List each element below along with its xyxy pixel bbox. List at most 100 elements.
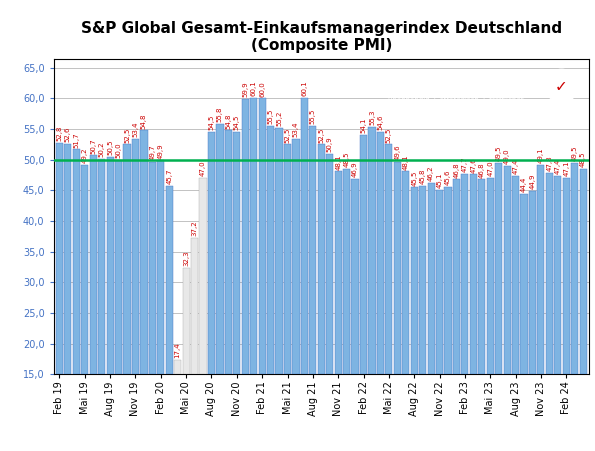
Bar — [377, 132, 384, 374]
Text: 55,2: 55,2 — [276, 110, 282, 126]
Text: 54,6: 54,6 — [377, 114, 383, 130]
Text: 52,8: 52,8 — [57, 125, 62, 141]
Bar — [157, 161, 164, 374]
Bar — [546, 173, 553, 374]
Bar — [461, 174, 468, 374]
Text: 37,2: 37,2 — [192, 221, 198, 236]
Text: 47,4: 47,4 — [512, 158, 519, 174]
Bar — [529, 191, 536, 374]
Bar — [301, 98, 308, 374]
Text: 54,8: 54,8 — [226, 113, 231, 129]
Bar — [140, 130, 148, 374]
Bar — [217, 124, 224, 374]
Bar — [174, 359, 181, 374]
Text: 48,5: 48,5 — [344, 152, 350, 167]
Bar — [250, 98, 257, 374]
Text: 51,7: 51,7 — [73, 132, 79, 147]
Bar — [394, 162, 401, 374]
Text: 50,2: 50,2 — [99, 141, 105, 156]
Text: 54,8: 54,8 — [141, 113, 147, 129]
Bar — [259, 98, 266, 374]
Text: 49,9: 49,9 — [158, 143, 164, 159]
Bar — [537, 166, 544, 374]
Text: 47,6: 47,6 — [470, 157, 477, 173]
Bar — [81, 165, 89, 374]
Bar — [554, 176, 562, 374]
Text: 50,5: 50,5 — [107, 139, 113, 155]
Bar — [233, 132, 240, 374]
Bar — [326, 154, 333, 374]
Text: 50,9: 50,9 — [327, 137, 333, 152]
Text: 44,9: 44,9 — [530, 174, 536, 189]
Bar — [512, 176, 519, 374]
Text: 55,5: 55,5 — [310, 109, 316, 124]
Text: 50,7: 50,7 — [90, 138, 96, 154]
Bar — [352, 179, 359, 374]
Text: 47,0: 47,0 — [200, 161, 206, 176]
Text: 47,4: 47,4 — [555, 158, 561, 174]
Bar — [436, 190, 443, 374]
Text: 47,8: 47,8 — [546, 156, 552, 171]
Text: 45,6: 45,6 — [445, 170, 451, 185]
Bar — [98, 159, 105, 374]
Bar — [580, 169, 587, 374]
Text: 49,0: 49,0 — [504, 148, 510, 164]
Text: 49,2: 49,2 — [82, 147, 88, 163]
Bar — [368, 127, 375, 374]
Text: 52,5: 52,5 — [386, 127, 392, 143]
Bar — [123, 144, 131, 374]
Text: stockstreet.de: stockstreet.de — [389, 73, 497, 86]
Text: 54,5: 54,5 — [234, 115, 240, 130]
Text: unabhängig + strategisch + trefflicher: unabhängig + strategisch + trefflicher — [389, 97, 524, 103]
Text: 60,0: 60,0 — [259, 81, 265, 97]
Text: 46,2: 46,2 — [428, 166, 434, 181]
Ellipse shape — [545, 69, 578, 102]
Text: 32,3: 32,3 — [183, 251, 189, 267]
Text: 45,7: 45,7 — [166, 169, 173, 184]
Bar — [73, 149, 80, 374]
Text: 55,3: 55,3 — [369, 110, 375, 125]
Text: 49,1: 49,1 — [538, 148, 544, 163]
Bar — [284, 144, 291, 374]
Text: 54,1: 54,1 — [361, 117, 367, 133]
Text: 47,0: 47,0 — [487, 161, 493, 176]
Bar — [402, 171, 409, 374]
Bar — [149, 161, 156, 374]
Text: ✓: ✓ — [555, 79, 568, 94]
Text: 53,4: 53,4 — [293, 122, 299, 137]
Bar — [419, 185, 426, 374]
Bar — [360, 135, 367, 374]
Bar — [107, 156, 114, 374]
Bar — [571, 163, 578, 374]
Bar — [208, 132, 215, 374]
Text: 46,8: 46,8 — [453, 162, 459, 178]
Bar — [115, 160, 122, 374]
Text: 45,1: 45,1 — [437, 172, 443, 188]
Bar — [386, 144, 393, 374]
Text: 45,8: 45,8 — [419, 168, 425, 184]
Bar — [334, 171, 342, 374]
Text: 55,8: 55,8 — [217, 107, 223, 122]
Bar — [318, 144, 325, 374]
Bar — [267, 126, 274, 374]
Bar — [225, 130, 232, 374]
Text: 47,1: 47,1 — [563, 160, 569, 176]
Text: 55,5: 55,5 — [268, 109, 274, 124]
Bar — [309, 126, 317, 374]
Text: 45,5: 45,5 — [411, 170, 417, 185]
Bar — [563, 178, 570, 374]
Text: 17,4: 17,4 — [175, 342, 181, 358]
Text: 50,0: 50,0 — [115, 143, 121, 158]
Bar — [56, 143, 63, 374]
Bar — [183, 268, 190, 374]
Text: 60,1: 60,1 — [250, 80, 256, 96]
Bar — [292, 139, 299, 374]
Bar — [64, 144, 71, 374]
Text: 47,7: 47,7 — [462, 156, 468, 172]
Bar — [191, 238, 198, 374]
Text: 48,1: 48,1 — [403, 154, 409, 170]
Bar — [453, 179, 460, 374]
Bar — [469, 175, 477, 374]
Text: 46,8: 46,8 — [479, 162, 485, 178]
Text: 46,9: 46,9 — [352, 161, 358, 177]
